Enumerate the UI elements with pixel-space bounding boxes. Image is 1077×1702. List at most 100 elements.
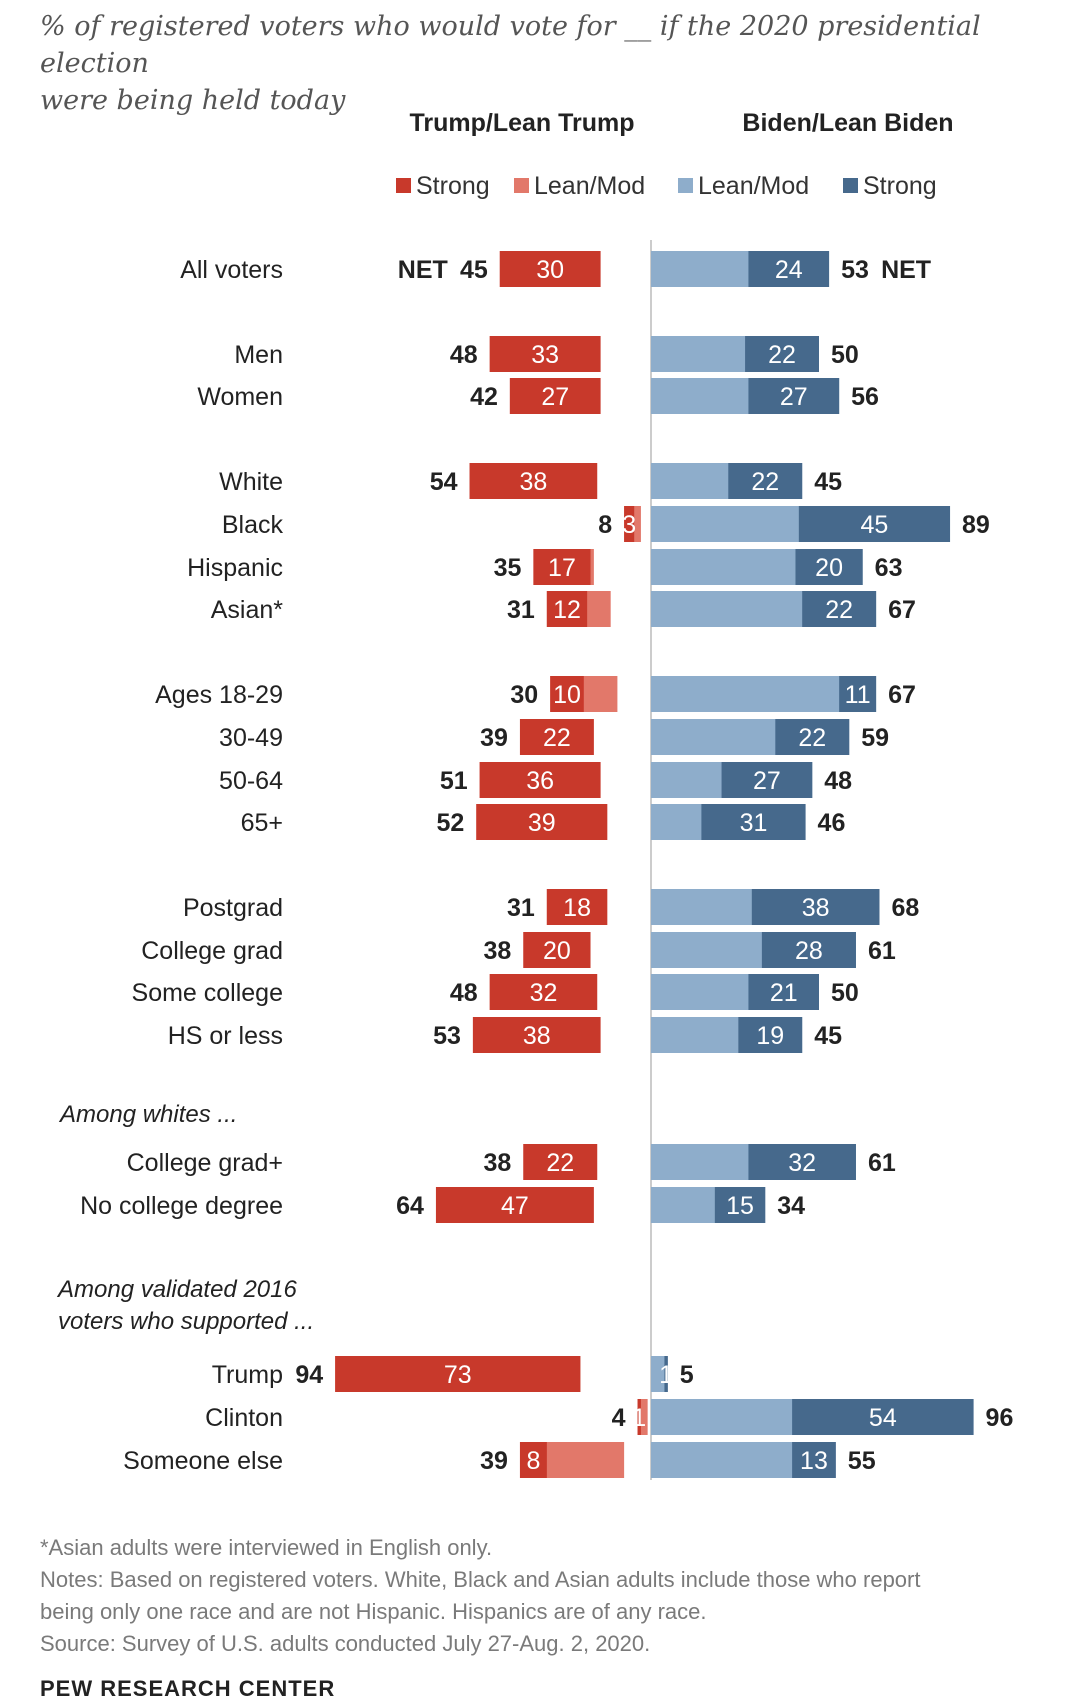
group-heading: Among validated 2016 bbox=[56, 1276, 297, 1303]
bar-trump-strong bbox=[519, 719, 594, 755]
header-trump: Trump/Lean Trump bbox=[409, 109, 634, 137]
bar-trump-strong bbox=[335, 1356, 581, 1392]
legend-trump-strong-label: Strong bbox=[416, 172, 490, 200]
value-trump-strong: 39 bbox=[528, 809, 556, 837]
value-trump-strong: 8 bbox=[526, 1447, 540, 1475]
value-trump-strong: 1 bbox=[632, 1404, 646, 1432]
value-trump-strong: 17 bbox=[548, 554, 576, 582]
row-label: All voters bbox=[180, 256, 283, 284]
value-biden-strong: 24 bbox=[775, 256, 803, 284]
legend-biden-strong-label: Strong bbox=[863, 172, 937, 200]
row-label: Some college bbox=[132, 979, 283, 1007]
row-label: 30-49 bbox=[219, 724, 283, 752]
diverging-bar-chart: Trump/Lean Trump Biden/Lean Biden Strong Le… bbox=[56, 109, 1014, 1480]
brand-logo-text: PEW RESEARCH CENTER bbox=[40, 1676, 336, 1701]
bar-trump-strong bbox=[519, 1442, 547, 1478]
bar-trump-strong bbox=[435, 1187, 594, 1223]
value-biden-strong: 31 bbox=[740, 809, 768, 837]
bar-trump-strong bbox=[624, 506, 635, 542]
value-biden-strong: 27 bbox=[780, 383, 808, 411]
bar-trump-strong bbox=[469, 463, 598, 499]
value-biden-strong: 21 bbox=[770, 979, 798, 1007]
net-label-trump: NET bbox=[398, 256, 448, 284]
value-biden-strong: 22 bbox=[768, 341, 796, 369]
row-label: Clinton bbox=[205, 1404, 283, 1432]
value-trump-total: 51 bbox=[440, 767, 468, 795]
bar-trump-strong bbox=[476, 804, 608, 840]
subtitle-line-2: were being held today bbox=[40, 85, 346, 116]
legend-biden-strong-swatch bbox=[843, 178, 858, 193]
value-biden-total: 96 bbox=[986, 1404, 1014, 1432]
value-biden-total: 45 bbox=[814, 1022, 842, 1050]
bar-trump-strong bbox=[479, 762, 601, 798]
bar-biden-strong bbox=[721, 762, 813, 798]
value-biden-total: 67 bbox=[888, 681, 916, 709]
value-biden-total: 68 bbox=[891, 894, 919, 922]
value-biden-strong: 22 bbox=[751, 468, 779, 496]
value-biden-strong: 54 bbox=[869, 1404, 897, 1432]
bar-biden-strong bbox=[792, 1399, 974, 1435]
value-biden-total: 50 bbox=[831, 979, 859, 1007]
value-biden-strong: 45 bbox=[861, 511, 889, 539]
value-biden-total: 59 bbox=[861, 724, 889, 752]
bar-trump-strong bbox=[637, 1399, 641, 1435]
bar-biden-strong bbox=[839, 676, 877, 712]
bar-trump-strong bbox=[509, 378, 601, 414]
value-trump-total: 39 bbox=[480, 724, 508, 752]
notes-line-2: being only one race and are not Hispanic… bbox=[40, 1599, 707, 1624]
chart-subtitle: % of registered voters who would vote fo… bbox=[40, 8, 1040, 119]
bar-biden-strong bbox=[664, 1356, 668, 1392]
value-biden-strong: 11 bbox=[845, 681, 871, 709]
header-biden: Biden/Lean Biden bbox=[742, 109, 953, 137]
value-biden-strong: 1 bbox=[659, 1361, 673, 1389]
value-biden-total: 46 bbox=[818, 809, 846, 837]
row-label: College grad bbox=[141, 937, 283, 965]
bar-trump-strong bbox=[499, 251, 601, 287]
bar-biden-strong bbox=[745, 336, 819, 372]
value-biden-strong: 32 bbox=[788, 1149, 816, 1177]
value-biden-total: 50 bbox=[831, 341, 859, 369]
value-trump-strong: 10 bbox=[553, 681, 581, 709]
bar-trump-strong bbox=[550, 676, 584, 712]
value-biden-total: 61 bbox=[868, 937, 896, 965]
value-trump-total: 53 bbox=[433, 1022, 461, 1050]
row-label: Asian* bbox=[211, 596, 284, 624]
value-trump-total: 64 bbox=[396, 1192, 424, 1220]
row-label: College grad+ bbox=[127, 1149, 283, 1177]
value-trump-total: 35 bbox=[494, 554, 522, 582]
bar-biden-strong bbox=[751, 889, 880, 925]
value-trump-total: 54 bbox=[430, 468, 458, 496]
value-trump-total: 94 bbox=[295, 1361, 323, 1389]
value-trump-strong: 36 bbox=[526, 767, 554, 795]
value-biden-strong: 27 bbox=[753, 767, 781, 795]
value-trump-strong: 38 bbox=[519, 468, 547, 496]
value-biden-strong: 20 bbox=[815, 554, 843, 582]
row-label: 65+ bbox=[241, 809, 283, 837]
value-trump-strong: 73 bbox=[444, 1361, 472, 1389]
value-trump-strong: 12 bbox=[553, 596, 581, 624]
bar-biden-strong bbox=[748, 974, 819, 1010]
value-biden-strong: 38 bbox=[802, 894, 830, 922]
bar-trump-strong bbox=[546, 889, 608, 925]
row-label: Trump bbox=[212, 1361, 283, 1389]
bar-trump-strong bbox=[523, 932, 591, 968]
bar-trump-strong bbox=[546, 591, 588, 627]
legend-trump-strong-swatch bbox=[396, 178, 411, 193]
bar-biden-strong bbox=[798, 506, 951, 542]
group-heading: Among whites ... bbox=[58, 1101, 237, 1128]
bar-biden-strong bbox=[738, 1017, 803, 1053]
bar-trump-strong bbox=[489, 974, 598, 1010]
value-biden-total: 89 bbox=[962, 511, 990, 539]
bar-biden-strong bbox=[775, 719, 850, 755]
value-trump-total: 48 bbox=[450, 979, 478, 1007]
bar-biden-lean bbox=[651, 1356, 668, 1392]
legend-biden-lean-label: Lean/Mod bbox=[698, 172, 809, 200]
row-label: No college degree bbox=[80, 1192, 283, 1220]
value-trump-strong: 30 bbox=[536, 256, 564, 284]
bar-trump-strong bbox=[472, 1017, 601, 1053]
row-label: White bbox=[219, 468, 283, 496]
value-trump-strong: 3 bbox=[622, 511, 636, 539]
value-trump-total: 39 bbox=[480, 1447, 508, 1475]
bar-biden-strong bbox=[795, 549, 863, 585]
value-biden-strong: 13 bbox=[800, 1447, 828, 1475]
